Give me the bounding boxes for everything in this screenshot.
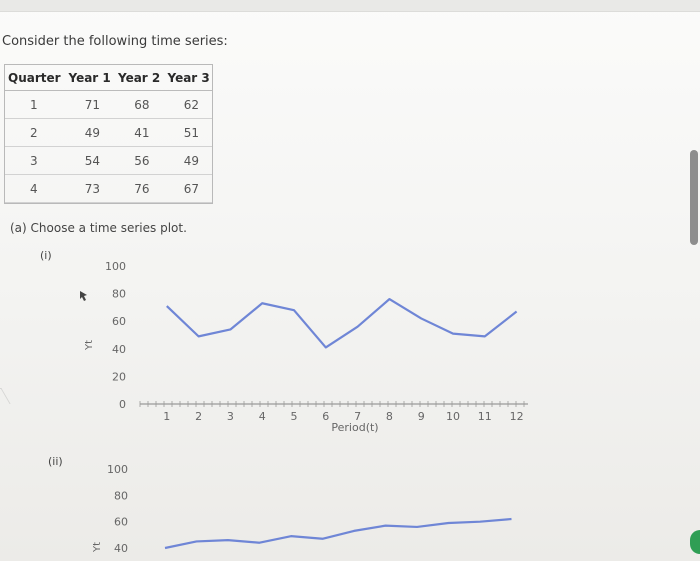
cell-value: 41	[113, 118, 164, 147]
table-row: 3 54 56 49	[4, 146, 213, 175]
y-tick-label: 40	[114, 542, 128, 555]
header-year-3: Year 3	[163, 64, 213, 91]
table-row: 1 71 68 62	[4, 90, 213, 119]
cell-value: 54	[64, 146, 114, 175]
x-tick-label: 4	[259, 410, 266, 423]
x-tick-label: 10	[446, 410, 460, 423]
x-tick-label: 2	[195, 410, 202, 423]
time-series-table: Quarter Year 1 Year 2 Year 3 1 71 68 62 …	[4, 64, 213, 203]
cell-value: 62	[163, 90, 213, 119]
y-tick-label: 40	[112, 343, 126, 356]
y-tick-label: 80	[112, 288, 126, 301]
x-tick-label: 1	[163, 410, 170, 423]
cell-value: 56	[113, 146, 164, 175]
cell-quarter: 4	[4, 174, 65, 203]
option-i-label[interactable]: (i)	[40, 249, 52, 262]
x-tick-label: 9	[418, 410, 425, 423]
x-tick-label: 6	[322, 410, 329, 423]
cell-value: 67	[163, 174, 213, 203]
y-axis-label: Yt	[92, 542, 103, 553]
y-tick-label: 60	[112, 315, 126, 328]
cell-value: 49	[64, 118, 114, 147]
x-tick-label: 3	[227, 410, 234, 423]
x-axis-label: Period(t)	[331, 421, 378, 434]
y-tick-label: 0	[119, 398, 126, 411]
header-year-2: Year 2	[113, 64, 164, 91]
table-row: 4 73 76 67	[4, 174, 213, 203]
header-year-1: Year 1	[64, 64, 114, 91]
cell-quarter: 2	[4, 118, 65, 147]
x-tick-label: 12	[510, 410, 524, 423]
y-tick-label: 80	[114, 489, 128, 502]
scrollbar-thumb[interactable]	[690, 150, 698, 245]
option-ii-label[interactable]: (ii)	[48, 455, 63, 468]
table-header-row: Quarter Year 1 Year 2 Year 3	[4, 64, 213, 91]
y-tick-label: 20	[112, 370, 126, 383]
y-axis-label: Yt	[84, 340, 95, 351]
cursor-icon	[80, 291, 87, 301]
cell-value: 49	[163, 146, 213, 175]
cell-quarter: 3	[4, 146, 65, 175]
top-toolbar	[0, 0, 700, 12]
header-quarter: Quarter	[4, 64, 65, 91]
x-tick-label: 7	[354, 410, 361, 423]
part-a-prompt: (a) Choose a time series plot.	[10, 221, 187, 235]
series-line	[166, 298, 518, 349]
y-tick-label: 60	[114, 516, 128, 529]
cell-value: 51	[163, 118, 213, 147]
x-tick-label: 8	[386, 410, 393, 423]
series-line	[164, 517, 512, 550]
table-row: 2 49 41 51	[4, 118, 213, 147]
question-prompt: Consider the following time series:	[2, 34, 228, 49]
y-tick-label: 100	[107, 463, 128, 476]
help-button[interactable]	[690, 530, 700, 554]
y-tick-label: 100	[105, 260, 126, 273]
cell-value: 68	[113, 90, 164, 119]
x-tick-label: 5	[291, 410, 298, 423]
cell-quarter: 1	[4, 90, 65, 119]
cell-value: 76	[113, 174, 164, 203]
cell-value: 71	[64, 90, 114, 119]
cell-value: 73	[64, 174, 114, 203]
x-tick-label: 11	[478, 410, 492, 423]
